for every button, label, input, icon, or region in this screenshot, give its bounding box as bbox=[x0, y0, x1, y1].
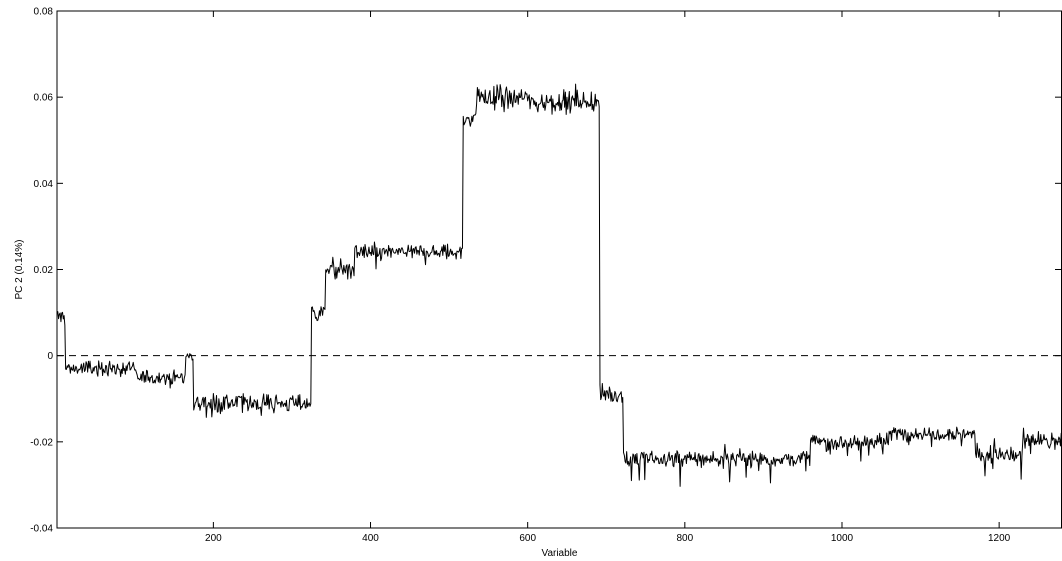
plot-area bbox=[56, 10, 1062, 529]
y-tick-label: -0.02 bbox=[30, 437, 53, 448]
x-tick-label: 1200 bbox=[988, 533, 1011, 544]
x-tick-label: 1000 bbox=[831, 533, 854, 544]
y-tick-label: 0.02 bbox=[34, 265, 54, 276]
plot-frame bbox=[56, 10, 1062, 529]
y-tick-label: 0 bbox=[47, 351, 53, 362]
tick-labels: 200 400 600 800 1000 1200 -0.04 -0.02 0 0.02 0.04 0… bbox=[30, 7, 1010, 545]
y-axis-label: PC 2 (0.14%) bbox=[14, 239, 25, 299]
x-tick-label: 200 bbox=[205, 533, 222, 544]
y-tick-label: 0.08 bbox=[34, 7, 54, 18]
y-tick-label: 0.06 bbox=[34, 93, 54, 104]
y-tick-label: -0.04 bbox=[30, 524, 53, 535]
series-line-pc2 bbox=[56, 83, 1062, 487]
y-tick-label: 0.04 bbox=[34, 179, 54, 190]
x-tick-label: 800 bbox=[676, 533, 693, 544]
x-tick-label: 600 bbox=[519, 533, 536, 544]
x-axis-label: Variable bbox=[542, 548, 578, 559]
tick-marks bbox=[57, 10, 1061, 529]
x-tick-label: 400 bbox=[362, 533, 379, 544]
